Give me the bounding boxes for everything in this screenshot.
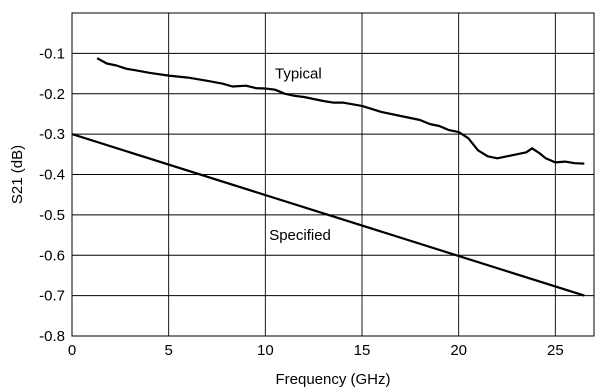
series-line-typical [96, 57, 585, 165]
annotations: Typical Specified [269, 66, 331, 245]
x-tick-label: 10 [257, 342, 274, 359]
y-tick-label: -0.6 [39, 247, 65, 264]
y-tick-label: -0.4 [39, 167, 65, 184]
x-tick-label: 0 [68, 342, 76, 359]
y-tick-label: -0.7 [39, 288, 65, 305]
annotation-typical: Typical [275, 66, 322, 83]
y-tick-label: -0.8 [39, 328, 65, 345]
x-tick-label: 25 [547, 342, 564, 359]
y-tick-label: -0.2 [39, 86, 65, 103]
x-tick-label: 5 [164, 342, 172, 359]
x-axis-title: Frequency (GHz) [275, 371, 390, 388]
series-line-specified [71, 133, 585, 297]
x-tick-label: 15 [354, 342, 371, 359]
y-tick-label: -0.1 [39, 45, 65, 62]
y-tick-labels: -0.1 -0.2 -0.3 -0.4 -0.5 -0.6 -0.7 -0.8 [39, 45, 65, 345]
x-tick-labels: 0 5 10 15 20 25 [68, 342, 564, 359]
y-tick-label: -0.3 [39, 126, 65, 143]
grid [72, 13, 594, 336]
annotation-specified: Specified [269, 227, 331, 244]
y-axis-title: S21 (dB) [9, 145, 26, 204]
y-tick-label: -0.5 [39, 207, 65, 224]
plot-frame [71, 12, 595, 337]
x-tick-label: 20 [450, 342, 467, 359]
series-layer [71, 57, 585, 297]
